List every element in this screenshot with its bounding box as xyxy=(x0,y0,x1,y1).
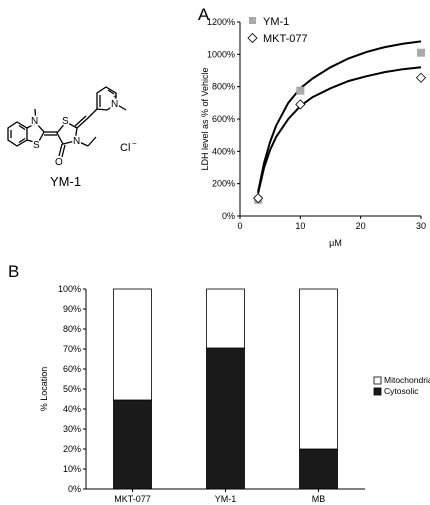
chart-a-x-tick-label: 30 xyxy=(416,221,426,231)
ethyl-bond-1 xyxy=(76,140,89,147)
chart-a-point-ym1 xyxy=(296,86,305,95)
chart-a-ldh-scatter: 0% 200% 400% 600% 800% 1000% 1200% 0 10 20 30 μM LDH… xyxy=(200,16,427,248)
chart-a-y-axis-title: LDH level as % of Vehicle xyxy=(200,67,210,170)
ethyl-bond-2 xyxy=(87,136,97,147)
chart-a-legend-marker-mkt077 xyxy=(247,32,258,44)
chart-b-bar-cytosolic xyxy=(299,448,338,490)
pyridinium-n-label: N xyxy=(111,99,118,110)
chart-a-y-tick-label: 200% xyxy=(212,179,235,189)
chart-a-y-tick-label: 1000% xyxy=(207,49,235,59)
chart-a-point-mkt077 xyxy=(253,193,264,204)
vinyl-bond xyxy=(87,108,98,119)
chart-b-y-tick-label: 100% xyxy=(58,284,81,294)
chart-a-x-tick-label: 0 xyxy=(237,221,242,231)
chart-a-y-tick-label: 1200% xyxy=(207,17,235,27)
thiazolidinone-ring xyxy=(56,121,78,145)
chart-a-fit-curve-1 xyxy=(257,40,422,193)
chart-b-legend-label: Mitochondrial xyxy=(384,375,430,385)
s-label-2: S xyxy=(62,116,69,127)
structure-name: YM-1 xyxy=(50,174,81,189)
chart-b-y-tick-label: 10% xyxy=(63,464,81,474)
pyridinium-ring xyxy=(96,86,117,111)
counterion-charge: − xyxy=(132,139,137,148)
chart-b-x-tick-label: MB xyxy=(312,494,326,504)
panel-label-a: A xyxy=(198,5,210,24)
chart-a-legend-label: YM-1 xyxy=(263,16,289,28)
chart-a-point-ym1 xyxy=(417,48,425,57)
chart-a-point-mkt077 xyxy=(415,72,427,83)
chart-a-y-tick-label: 0% xyxy=(222,211,235,221)
carbonyl-bond-a xyxy=(58,143,63,157)
chart-b-y-tick-label: 70% xyxy=(63,344,81,354)
chart-a-legend-label: MKT-077 xyxy=(263,33,308,45)
chart-b-y-tick-label: 30% xyxy=(63,424,81,434)
ym1-structure xyxy=(7,86,127,158)
carbonyl-bond-b xyxy=(61,144,66,158)
chart-b-y-tick-label: 20% xyxy=(63,444,81,454)
chart-a-y-tick-label: 600% xyxy=(212,114,235,124)
chart-a-point-mkt077 xyxy=(295,99,306,110)
chart-b-stacked-bar: 0% 10% 20% 30% 40% 50% 60% 70% 80% 90% 100% % Locat… xyxy=(39,284,430,504)
panel-label-b: B xyxy=(8,262,19,281)
n-methyl-label: N xyxy=(31,116,38,127)
chart-a-fit-curve-2 xyxy=(257,66,422,194)
ring-n-label: N xyxy=(73,136,80,147)
s-label-1: S xyxy=(33,140,40,151)
methylidene-bond-a xyxy=(76,117,89,129)
benzene-inner-bond-3 xyxy=(18,137,26,144)
chart-b-y-tick-label: 0% xyxy=(68,484,81,494)
chart-b-legend-swatch-mitochondrial xyxy=(373,376,382,385)
chart-b-x-tick-label: MKT-077 xyxy=(114,494,151,504)
chart-a-legend-marker-ym1 xyxy=(249,17,256,24)
chart-b-y-tick-label: 50% xyxy=(63,384,81,394)
pyridinium-charge: + xyxy=(113,94,117,101)
chart-b-legend-swatch-cytosolic xyxy=(373,387,382,396)
n-methyl-bond xyxy=(34,108,37,124)
chart-b-bar-mitochondrial xyxy=(206,288,245,349)
chart-b-y-tick-label: 80% xyxy=(63,324,81,334)
chart-b-bar-mitochondrial xyxy=(113,288,152,401)
pyridine-inner-bond-2 xyxy=(107,89,115,95)
chart-b-x-tick-label: YM-1 xyxy=(215,494,237,504)
o-label: O xyxy=(55,157,63,168)
chart-a-y-tick-label: 400% xyxy=(212,146,235,156)
chart-b-y-axis-title: % Location xyxy=(39,367,49,412)
methylidene-bond-b xyxy=(74,115,87,127)
n-methyl-pyridinium-bond xyxy=(115,103,127,111)
chart-b-bar-mitochondrial xyxy=(299,288,338,450)
chart-b-y-tick-label: 90% xyxy=(63,304,81,314)
chart-a-x-tick-label: 20 xyxy=(356,221,366,231)
chart-b-y-tick-label: 40% xyxy=(63,404,81,414)
chart-a-y-tick-label: 800% xyxy=(212,82,235,92)
chart-a-x-tick-label: 10 xyxy=(295,221,305,231)
chart-a-x-axis-title: μM xyxy=(329,238,342,248)
benzene-inner-bond-2 xyxy=(18,124,26,131)
chart-b-y-tick-label: 60% xyxy=(63,364,81,374)
chart-b-bar-cytosolic xyxy=(113,399,152,490)
chart-b-legend-label: Cytosolic xyxy=(384,386,419,396)
chart-b-bar-cytosolic xyxy=(206,347,245,490)
counterion-label: Cl xyxy=(120,142,130,154)
